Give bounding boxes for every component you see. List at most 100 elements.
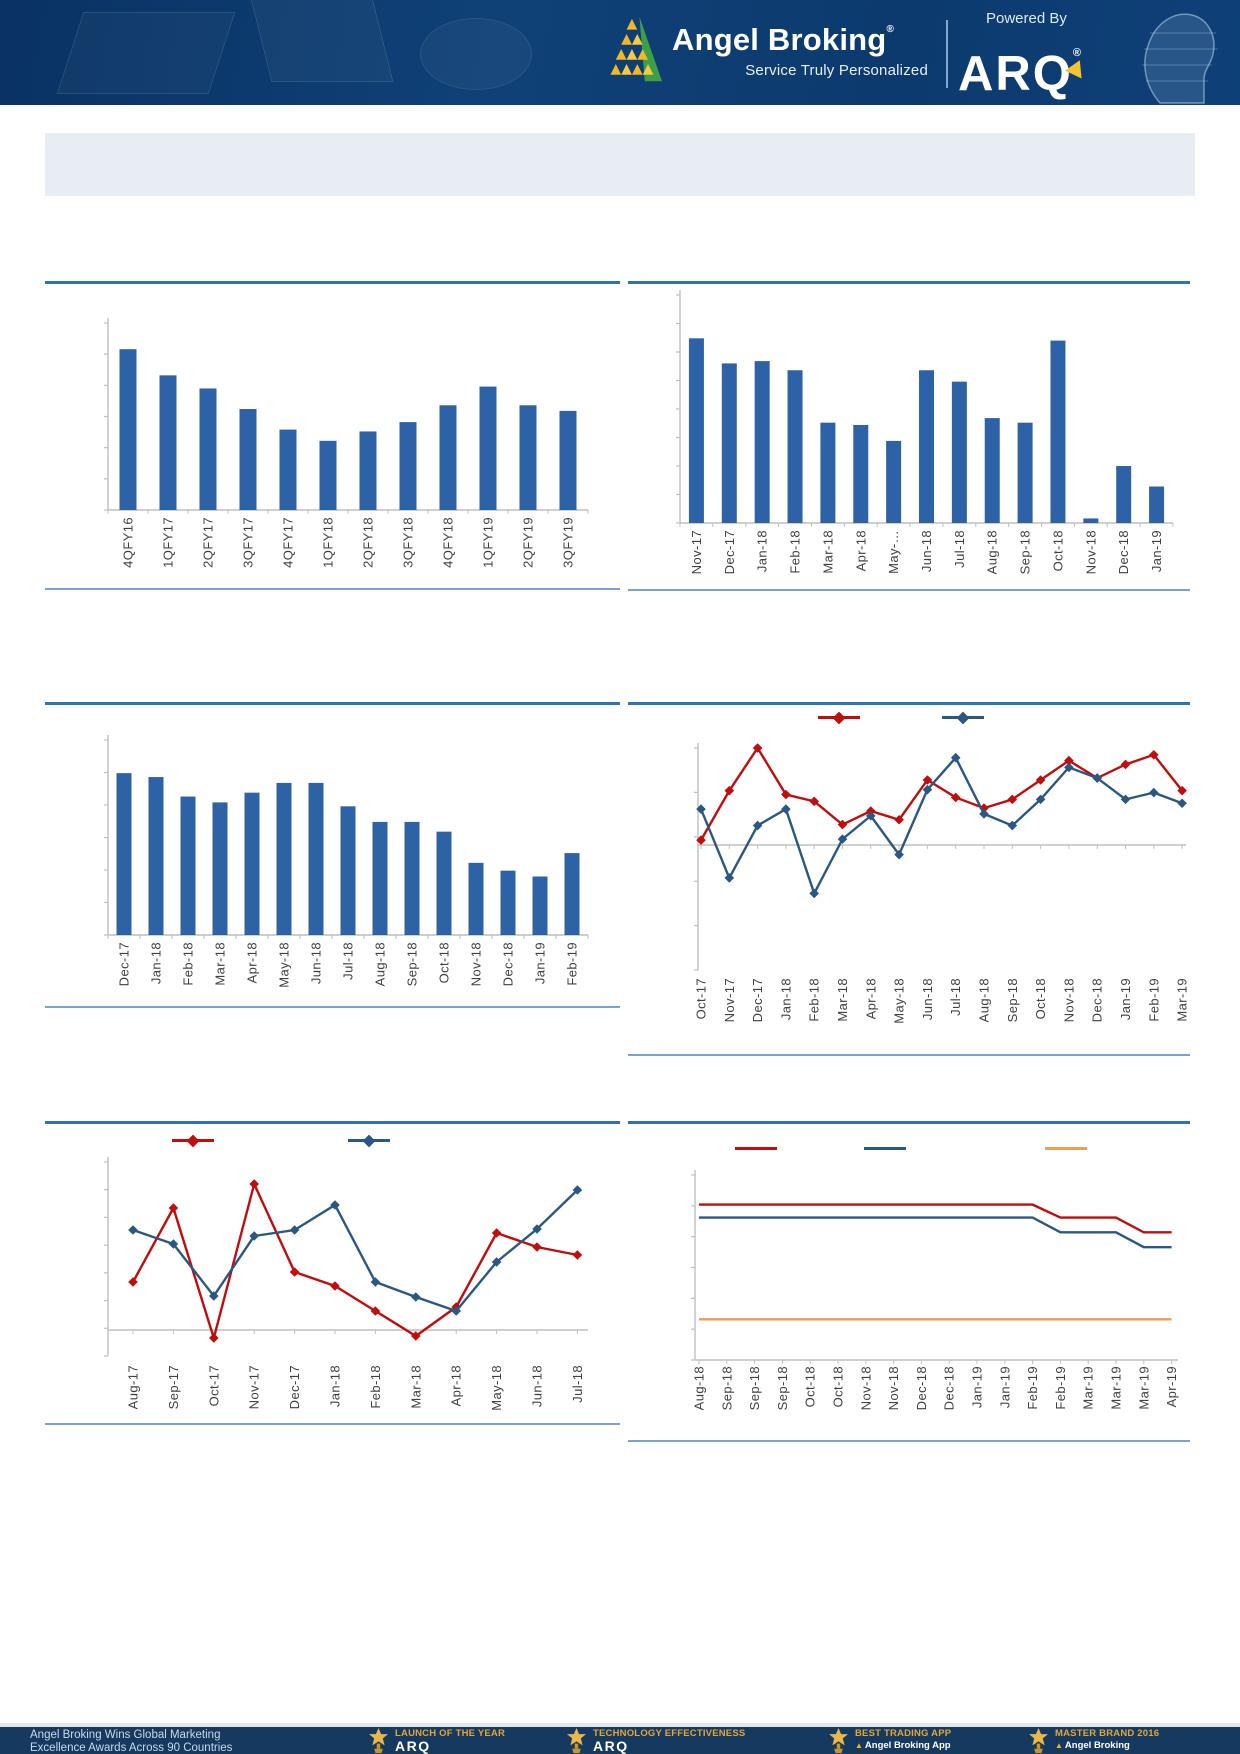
svg-text:Dec-17: Dec-17 — [722, 530, 737, 574]
chart-line-dual-1: Oct-17 Nov-17 Dec-17 Jan-18 Feb-18 Mar-18 Apr-… — [694, 743, 1190, 1024]
svg-text:May-18: May-18 — [892, 978, 907, 1024]
chart-monthly-bar-1: Nov-17 Dec-17 Jan-18 Feb-18 Mar-18 Apr-18 May-… — [676, 290, 1174, 574]
footer-headline: Angel Broking Wins Global Marketing Exce… — [30, 1729, 232, 1754]
svg-text:1QFY19: 1QFY19 — [481, 517, 496, 568]
svg-text:Jul-18: Jul-18 — [948, 978, 963, 1016]
svg-text:Jan-18: Jan-18 — [328, 1365, 343, 1407]
report-title-banner — [45, 133, 1195, 196]
svg-text:Jun-18: Jun-18 — [920, 978, 935, 1020]
svg-text:Feb-19: Feb-19 — [1053, 1366, 1068, 1410]
svg-text:Jan-19: Jan-19 — [533, 942, 548, 984]
svg-text:Sep-17: Sep-17 — [166, 1365, 181, 1409]
chart5-legend-red — [172, 1134, 220, 1147]
trophy-icon — [566, 1728, 587, 1754]
svg-text:Dec-18: Dec-18 — [914, 1366, 929, 1410]
brand-name: Angel Broking — [672, 22, 887, 57]
svg-text:Jul-18: Jul-18 — [952, 530, 967, 568]
svg-text:May-…: May-… — [886, 530, 901, 574]
award-1: LAUNCH OF THE YEAR ARQ — [368, 1728, 505, 1754]
award-subtitle: ARQ — [395, 1738, 431, 1754]
svg-text:Nov-18: Nov-18 — [469, 942, 484, 986]
svg-text:Oct-18: Oct-18 — [803, 1366, 818, 1407]
brand-block: Angel Broking® Service Truly Personalize… — [672, 22, 928, 79]
svg-text:Apr-18: Apr-18 — [449, 1365, 464, 1406]
svg-text:1QFY17: 1QFY17 — [161, 517, 176, 568]
svg-text:4QFY18: 4QFY18 — [441, 517, 456, 568]
award-subtitle: ARQ — [593, 1738, 629, 1754]
svg-text:Sep-18: Sep-18 — [719, 1366, 734, 1410]
svg-text:Apr-18: Apr-18 — [245, 942, 260, 983]
svg-text:Aug-18: Aug-18 — [985, 530, 1000, 574]
award-title: LAUNCH OF THE YEAR — [395, 1728, 506, 1739]
svg-text:Dec-18: Dec-18 — [942, 1366, 957, 1410]
svg-text:Jul-18: Jul-18 — [570, 1365, 585, 1403]
award-title: TECHNOLOGY EFFECTIVENESS — [593, 1728, 746, 1739]
chart6-legend-red — [735, 1147, 783, 1150]
svg-text:Dec-18: Dec-18 — [1116, 530, 1131, 574]
chart4-bottom-rule — [628, 1054, 1190, 1056]
svg-text:Feb-18: Feb-18 — [181, 942, 196, 986]
svg-text:Oct-18: Oct-18 — [1033, 978, 1048, 1019]
svg-text:Apr-18: Apr-18 — [853, 530, 868, 571]
svg-text:Oct-18: Oct-18 — [1050, 530, 1065, 571]
svg-text:2QFY17: 2QFY17 — [201, 517, 216, 568]
svg-text:Aug-18: Aug-18 — [692, 1366, 707, 1410]
trophy-icon — [1028, 1728, 1049, 1754]
svg-text:1QFY18: 1QFY18 — [321, 517, 336, 568]
svg-text:Jan-18: Jan-18 — [778, 978, 793, 1020]
svg-text:Mar-19: Mar-19 — [1081, 1366, 1096, 1410]
svg-text:2QFY19: 2QFY19 — [521, 517, 536, 568]
svg-text:Oct-17: Oct-17 — [206, 1365, 221, 1406]
award-subtitle: ▲ Angel Broking — [1055, 1740, 1130, 1751]
arq-logo-text: ARQ — [958, 47, 1073, 101]
svg-text:May-18: May-18 — [277, 942, 292, 988]
chart6-legend-orange — [1045, 1147, 1093, 1150]
chart-monthly-bar-2: Dec-17 Jan-18 Feb-18 Mar-18 Apr-18 May-18 Jun-… — [104, 735, 589, 988]
header-decoration — [56, 12, 236, 94]
award-subtitle: ▲ Angel Broking App — [855, 1740, 951, 1751]
chart6-legend-blue — [864, 1147, 912, 1150]
svg-text:Jun-18: Jun-18 — [530, 1365, 545, 1407]
svg-text:Nov-18: Nov-18 — [858, 1366, 873, 1410]
registered-mark: ® — [886, 24, 895, 35]
svg-text:May-18: May-18 — [489, 1365, 504, 1411]
svg-text:Sep-18: Sep-18 — [405, 942, 420, 986]
chart3-title-rule — [45, 702, 620, 705]
award-title: MASTER BRAND 2016 — [1055, 1728, 1160, 1739]
arq-head-graphic — [1142, 13, 1218, 104]
registered-mark: ® — [1072, 47, 1081, 59]
svg-text:Aug-18: Aug-18 — [977, 978, 992, 1022]
svg-text:Dec-18: Dec-18 — [501, 942, 516, 986]
svg-text:Sep-18: Sep-18 — [1018, 530, 1033, 574]
svg-text:Sep-18: Sep-18 — [1005, 978, 1020, 1022]
svg-text:Nov-17: Nov-17 — [722, 978, 737, 1022]
svg-text:Mar-19: Mar-19 — [1136, 1366, 1151, 1410]
chart4-legend-red — [818, 711, 866, 724]
svg-text:3QFY19: 3QFY19 — [561, 517, 576, 568]
svg-text:3QFY18: 3QFY18 — [401, 517, 416, 568]
arq-logo: ARQ® — [958, 24, 1089, 103]
svg-text:Sep-18: Sep-18 — [775, 1366, 790, 1410]
svg-text:Jul-18: Jul-18 — [341, 942, 356, 980]
svg-text:Jun-18: Jun-18 — [919, 530, 934, 572]
svg-text:Mar-18: Mar-18 — [835, 978, 850, 1022]
header-banner: Angel Broking® Service Truly Personalize… — [0, 0, 1240, 105]
svg-text:Feb-19: Feb-19 — [1025, 1366, 1040, 1410]
award-3: BEST TRADING APP ▲ Angel Broking App — [828, 1728, 951, 1754]
award-4: MASTER BRAND 2016 ▲ Angel Broking — [1028, 1728, 1159, 1754]
chart-line-triple: Aug-18 Sep-18 Sep-18 Sep-18 Oct-18 Oct-18 Nov-… — [691, 1170, 1179, 1410]
svg-text:Apr-19: Apr-19 — [1164, 1366, 1179, 1407]
trophy-icon — [828, 1728, 849, 1754]
svg-text:2QFY18: 2QFY18 — [361, 517, 376, 568]
header-decoration — [420, 18, 532, 90]
chart4-title-rule — [628, 702, 1190, 705]
chart6-title-rule — [628, 1121, 1190, 1124]
svg-text:Jan-19: Jan-19 — [1118, 978, 1133, 1020]
chart2-bottom-rule — [628, 589, 1190, 591]
chart5-title-rule — [45, 1121, 620, 1124]
chart5-legend-blue — [348, 1134, 396, 1147]
svg-text:Oct-17: Oct-17 — [694, 978, 709, 1019]
svg-text:Jan-18: Jan-18 — [755, 530, 770, 572]
svg-text:4QFY16: 4QFY16 — [121, 517, 136, 568]
footer-top-strip — [0, 1723, 1240, 1727]
